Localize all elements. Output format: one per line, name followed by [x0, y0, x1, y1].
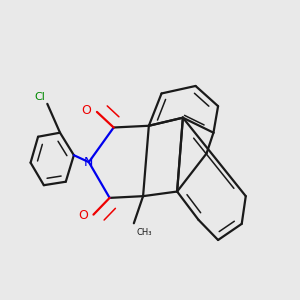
- Text: CH₃: CH₃: [136, 228, 152, 237]
- Text: O: O: [81, 104, 91, 117]
- Text: N: N: [84, 156, 94, 169]
- Text: O: O: [78, 209, 88, 222]
- Text: Cl: Cl: [34, 92, 45, 101]
